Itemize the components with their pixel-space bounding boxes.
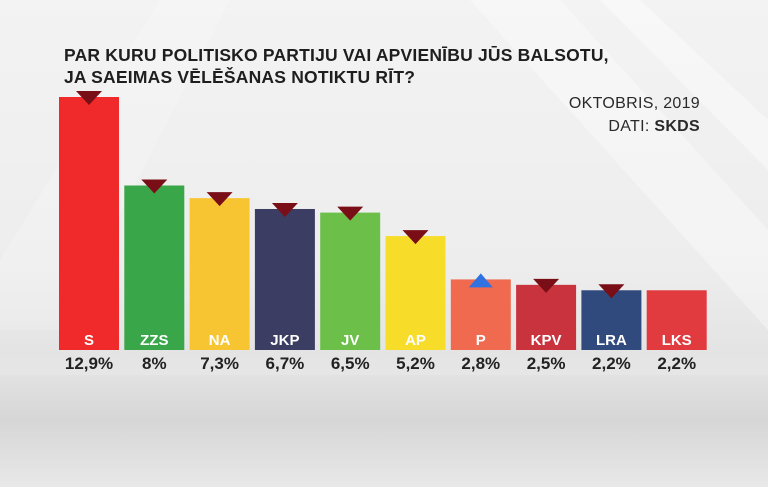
- chart-meta: OKTOBRIS, 2019 DATI: SKDS: [569, 92, 700, 138]
- bar-label-bg-lra: [581, 330, 642, 350]
- value-label-p: 2,8%: [461, 354, 500, 373]
- floor-gradient: [0, 375, 768, 487]
- category-label-s: S: [84, 332, 94, 349]
- bar-na: [189, 198, 250, 330]
- bar-label-bg-p: [450, 330, 511, 350]
- bar-label-bg-lks: [646, 330, 707, 350]
- trend-down-icon-na: [206, 192, 233, 207]
- value-label-s: 12,9%: [65, 354, 113, 373]
- chart-title-line-1: PAR KURU POLITISKO PARTIJU VAI APVIENĪBU…: [64, 45, 609, 65]
- value-label-na: 7,3%: [200, 354, 239, 373]
- bar-label-bg-jkp: [254, 330, 315, 350]
- bar-lks: [646, 290, 707, 330]
- chart-title-line-2: JA SAEIMAS VĒLĒŠANAS NOTIKTU RĪT?: [64, 67, 416, 87]
- bar-label-bg-na: [189, 330, 250, 350]
- value-label-jkp: 6,7%: [266, 354, 305, 373]
- trend-down-icon-jv: [337, 206, 364, 221]
- category-label-na: NA: [209, 332, 231, 349]
- chart-title: PAR KURU POLITISKO PARTIJU VAI APVIENĪBU…: [64, 44, 624, 88]
- trend-down-icon-jkp: [271, 202, 298, 217]
- bar-p: [450, 279, 511, 330]
- value-label-lra: 2,2%: [592, 354, 631, 373]
- trend-down-icon-kpv: [533, 278, 560, 293]
- chart-date: OKTOBRIS, 2019: [568, 95, 700, 112]
- category-label-kpv: KPV: [531, 332, 562, 349]
- category-label-lra: LRA: [596, 332, 627, 349]
- trend-down-icon-zzs: [141, 179, 168, 194]
- trend-down-icon-ap: [402, 230, 429, 245]
- source-name: SKDS: [654, 118, 700, 135]
- bar-ap: [385, 236, 446, 330]
- bar-s: [59, 97, 119, 330]
- category-label-jkp: JKP: [270, 332, 299, 349]
- category-label-jv: JV: [341, 332, 359, 349]
- category-label-lks: LKS: [662, 332, 692, 349]
- category-label-zzs: ZZS: [140, 332, 168, 349]
- trend-down-icon-lra: [598, 284, 625, 299]
- bar-label-bg-jv: [320, 330, 381, 350]
- bar-label-bg-kpv: [516, 330, 577, 350]
- bar-jkp: [254, 208, 315, 330]
- value-label-zzs: 8%: [142, 354, 167, 373]
- source-prefix: DATI:: [608, 118, 650, 135]
- trend-down-icon-s: [76, 91, 102, 105]
- category-label-ap: AP: [405, 332, 426, 349]
- value-label-lks: 2,2%: [657, 354, 696, 373]
- value-label-jv: 6,5%: [331, 354, 370, 373]
- chart-source: DATI: SKDS: [569, 115, 700, 138]
- trend-up-icon-p: [468, 273, 493, 288]
- bar-label-bg-s: [59, 330, 119, 350]
- bar-label-bg-ap: [385, 330, 446, 350]
- value-label-ap: 5,2%: [396, 354, 435, 373]
- value-label-kpv: 2,5%: [527, 354, 566, 373]
- bar-label-bg-zzs: [124, 330, 185, 350]
- bar-jv: [320, 212, 381, 330]
- bar-zzs: [124, 185, 185, 330]
- category-label-p: P: [476, 332, 486, 349]
